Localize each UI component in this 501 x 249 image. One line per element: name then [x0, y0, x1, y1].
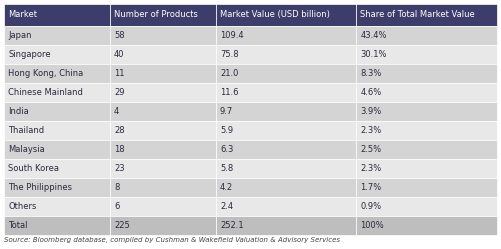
- Bar: [216, 45, 357, 64]
- Text: Japan: Japan: [8, 31, 32, 40]
- Bar: [110, 4, 216, 26]
- Text: 28: 28: [114, 126, 125, 135]
- Bar: [4, 178, 110, 197]
- Text: 4.2: 4.2: [220, 183, 233, 192]
- Bar: [110, 64, 216, 83]
- Text: India: India: [8, 107, 29, 116]
- Text: 0.9%: 0.9%: [361, 202, 382, 211]
- Text: 225: 225: [114, 221, 130, 230]
- Text: Thailand: Thailand: [8, 126, 44, 135]
- Text: Share of Total Market Value: Share of Total Market Value: [361, 10, 475, 19]
- Text: 109.4: 109.4: [220, 31, 243, 40]
- Text: 11: 11: [114, 69, 125, 78]
- Text: 29: 29: [114, 88, 125, 97]
- Bar: [216, 197, 357, 216]
- Bar: [357, 216, 497, 235]
- Bar: [216, 178, 357, 197]
- Text: Hong Kong, China: Hong Kong, China: [8, 69, 83, 78]
- Bar: [357, 178, 497, 197]
- Bar: [4, 140, 110, 159]
- Bar: [4, 216, 110, 235]
- Text: 5.9: 5.9: [220, 126, 233, 135]
- Text: South Korea: South Korea: [8, 164, 59, 173]
- Text: 4.6%: 4.6%: [361, 88, 382, 97]
- Bar: [357, 197, 497, 216]
- Bar: [357, 102, 497, 121]
- Text: 6.3: 6.3: [220, 145, 233, 154]
- Bar: [110, 178, 216, 197]
- Bar: [110, 83, 216, 102]
- Text: Others: Others: [8, 202, 37, 211]
- Bar: [110, 121, 216, 140]
- Text: Malaysia: Malaysia: [8, 145, 45, 154]
- Text: 8.3%: 8.3%: [361, 69, 382, 78]
- Bar: [110, 140, 216, 159]
- Bar: [4, 102, 110, 121]
- Text: 100%: 100%: [361, 221, 384, 230]
- Bar: [357, 4, 497, 26]
- Bar: [357, 159, 497, 178]
- Text: Number of Products: Number of Products: [114, 10, 198, 19]
- Bar: [110, 197, 216, 216]
- Text: 18: 18: [114, 145, 125, 154]
- Bar: [216, 216, 357, 235]
- Bar: [357, 83, 497, 102]
- Bar: [216, 26, 357, 45]
- Bar: [357, 64, 497, 83]
- Bar: [216, 140, 357, 159]
- Text: Market Value (USD billion): Market Value (USD billion): [220, 10, 330, 19]
- Text: 40: 40: [114, 50, 125, 59]
- Bar: [216, 4, 357, 26]
- Bar: [357, 26, 497, 45]
- Text: Source: Bloomberg database, compiled by Cushman & Wakefield Valuation & Advisory: Source: Bloomberg database, compiled by …: [4, 237, 340, 243]
- Text: 75.8: 75.8: [220, 50, 238, 59]
- Bar: [4, 26, 110, 45]
- Bar: [110, 26, 216, 45]
- Text: 2.3%: 2.3%: [361, 126, 382, 135]
- Text: 58: 58: [114, 31, 125, 40]
- Bar: [357, 45, 497, 64]
- Bar: [4, 83, 110, 102]
- Text: Chinese Mainland: Chinese Mainland: [8, 88, 83, 97]
- Text: 252.1: 252.1: [220, 221, 243, 230]
- Bar: [110, 216, 216, 235]
- Bar: [4, 4, 110, 26]
- Bar: [4, 121, 110, 140]
- Text: Singapore: Singapore: [8, 50, 51, 59]
- Text: 11.6: 11.6: [220, 88, 238, 97]
- Text: 2.3%: 2.3%: [361, 164, 382, 173]
- Text: 3.9%: 3.9%: [361, 107, 382, 116]
- Text: 23: 23: [114, 164, 125, 173]
- Text: 6: 6: [114, 202, 119, 211]
- Bar: [357, 140, 497, 159]
- Text: Total: Total: [8, 221, 28, 230]
- Bar: [357, 121, 497, 140]
- Text: 21.0: 21.0: [220, 69, 238, 78]
- Text: The Philippines: The Philippines: [8, 183, 72, 192]
- Bar: [4, 159, 110, 178]
- Text: 2.4: 2.4: [220, 202, 233, 211]
- Bar: [216, 102, 357, 121]
- Text: 43.4%: 43.4%: [361, 31, 387, 40]
- Bar: [216, 159, 357, 178]
- Bar: [216, 121, 357, 140]
- Text: 4: 4: [114, 107, 119, 116]
- Text: 2.5%: 2.5%: [361, 145, 382, 154]
- Text: 5.8: 5.8: [220, 164, 233, 173]
- Bar: [4, 197, 110, 216]
- Bar: [110, 159, 216, 178]
- Text: 1.7%: 1.7%: [361, 183, 382, 192]
- Bar: [216, 83, 357, 102]
- Text: 8: 8: [114, 183, 119, 192]
- Text: 9.7: 9.7: [220, 107, 233, 116]
- Bar: [110, 45, 216, 64]
- Bar: [4, 45, 110, 64]
- Text: Market: Market: [8, 10, 37, 19]
- Bar: [110, 102, 216, 121]
- Text: 30.1%: 30.1%: [361, 50, 387, 59]
- Bar: [216, 64, 357, 83]
- Bar: [4, 64, 110, 83]
